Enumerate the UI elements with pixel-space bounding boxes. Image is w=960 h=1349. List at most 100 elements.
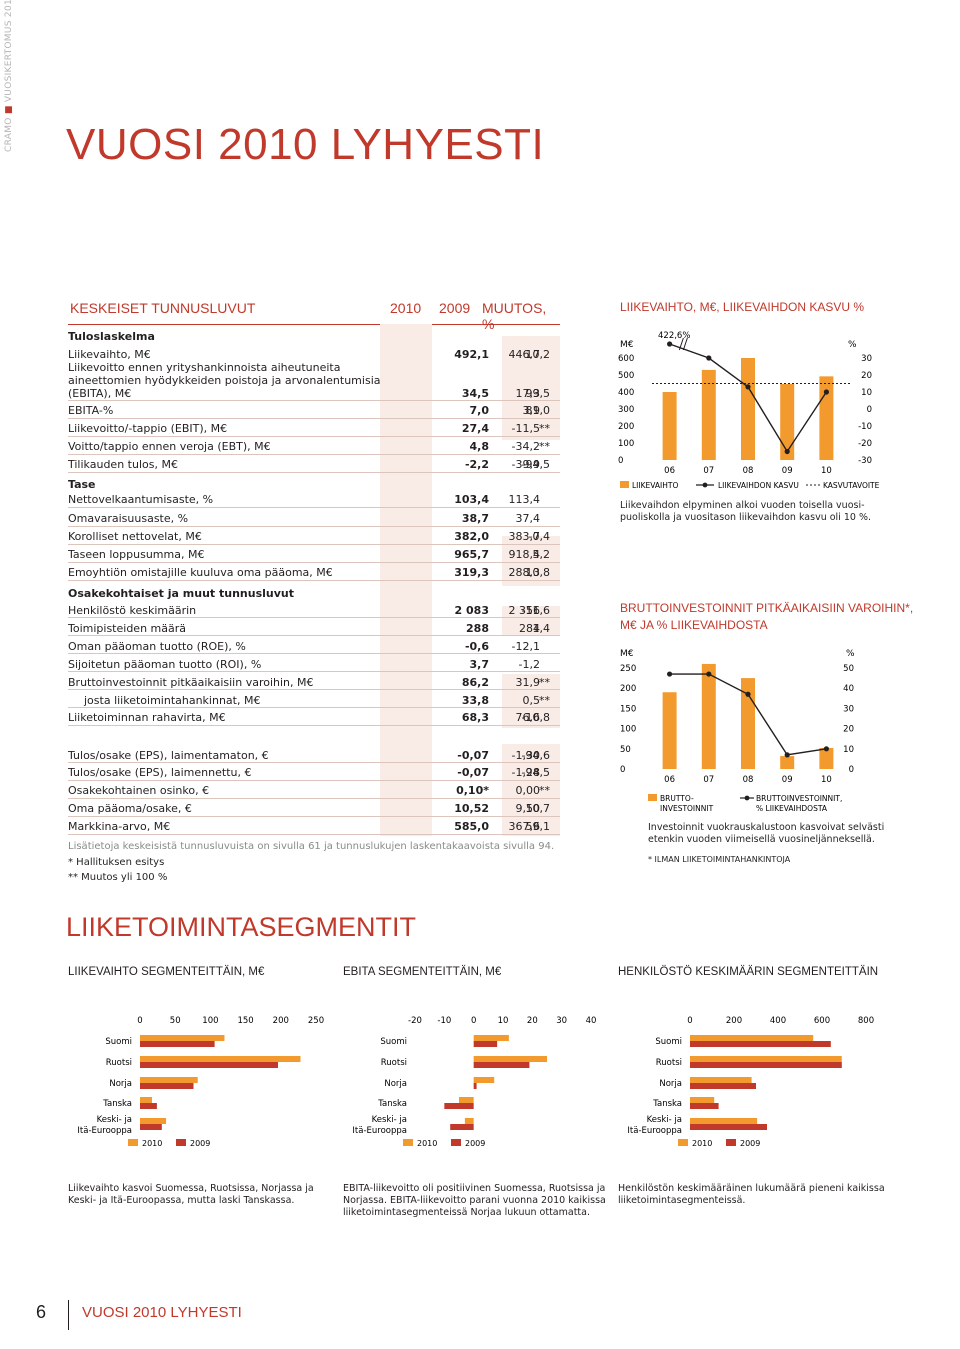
seg-bar-2010 bbox=[140, 1097, 152, 1103]
seg-bar-2009 bbox=[690, 1083, 756, 1089]
col-change-shade-4 bbox=[502, 674, 560, 728]
seg-bar-2009 bbox=[473, 1041, 498, 1047]
kpi-row-label: Oma pääoma/osake, € bbox=[68, 802, 192, 815]
seg-bar-2009 bbox=[473, 1062, 530, 1068]
kpi-value-change: 10,2 bbox=[525, 348, 551, 361]
kpi-row-label: Osakekohtainen osinko, € bbox=[68, 784, 210, 797]
kpi-row-label: Sijoitetun pääoman tuotto (ROI), % bbox=[68, 658, 262, 671]
seg-x-tick: 600 bbox=[814, 1016, 830, 1026]
seg1-caption-line2: Keski- ja Itä-Euroopassa, mutta laski Ta… bbox=[68, 1195, 295, 1206]
seg-x-tick: 250 bbox=[308, 1016, 324, 1026]
seg-category-label: Itä-Eurooppa bbox=[627, 1126, 682, 1136]
seg-x-tick: 200 bbox=[726, 1016, 742, 1026]
seg-bar-2010 bbox=[473, 1056, 547, 1062]
seg2-caption-line1: EBITA-liikevoitto oli positiivinen Suome… bbox=[343, 1183, 606, 1194]
kpi-value-2009: -12,1 bbox=[511, 640, 540, 653]
seg-bar-2009 bbox=[690, 1062, 842, 1068]
kpi-value-2009: 284 bbox=[519, 622, 540, 635]
seg-bar-2010 bbox=[464, 1118, 474, 1124]
kpi-value-change: ** bbox=[539, 440, 550, 453]
chart2-right-tick: 10 bbox=[843, 745, 854, 755]
chart2-x-tick: 07 bbox=[703, 775, 714, 785]
kpi-col-change: MUUTOS, % bbox=[482, 300, 547, 332]
seg-category-label: Norja bbox=[109, 1079, 132, 1089]
kpi-value-change: 99,5 bbox=[525, 387, 551, 400]
kpi-col-2010: 2010 bbox=[390, 300, 422, 316]
kpi-value-2009: 367,6 bbox=[508, 820, 541, 833]
row-separator bbox=[68, 816, 560, 817]
chart2-left-tick: 250 bbox=[620, 664, 636, 674]
chart2-legend-line-1: BRUTTOINVESTOINNIT, bbox=[756, 794, 842, 803]
kpi-value-change: -10,8 bbox=[521, 711, 550, 724]
row-separator bbox=[68, 689, 560, 690]
kpi-row-label: Bruttoinvestoinnit pitkäaikaisiin varoih… bbox=[68, 676, 314, 689]
kpi-footnote-1: * Hallituksen esitys bbox=[68, 857, 165, 868]
kpi-row-label: Liiketoiminnan rahavirta, M€ bbox=[68, 711, 226, 724]
chart1-bar bbox=[662, 392, 677, 460]
seg-category-label: Itä-Eurooppa bbox=[77, 1126, 132, 1136]
seg-x-tick: 50 bbox=[170, 1016, 181, 1026]
kpi-row-label: Korolliset nettovelat, M€ bbox=[68, 530, 202, 543]
chart2-left-tick: 50 bbox=[620, 745, 631, 755]
chart1-right-tick: 20 bbox=[861, 371, 872, 381]
chart2-left-unit: M€ bbox=[620, 649, 634, 659]
section-osakekohtaiset: Osakekohtaiset ja muut tunnusluvut bbox=[68, 587, 294, 600]
seg-bar-2009 bbox=[140, 1083, 194, 1089]
chart2-footnote: * ILMAN LIIKETOIMINTAHANKINTOJA bbox=[648, 855, 791, 864]
chart1-right-tick: 0 bbox=[867, 405, 872, 415]
seg-category-label: Itä-Eurooppa bbox=[352, 1126, 407, 1136]
kpi-value-change: 59,1 bbox=[525, 820, 551, 833]
row-separator bbox=[68, 507, 560, 508]
kpi-value-2010: 965,7 bbox=[454, 548, 489, 561]
kpi-row-label: Toimipisteiden määrä bbox=[68, 622, 186, 635]
section-tuloslaskelma: Tuloslaskelma bbox=[68, 330, 155, 343]
chart2-bar bbox=[819, 747, 834, 769]
kpi-value-2009: 918,4 bbox=[508, 548, 541, 561]
chart2-bar bbox=[701, 663, 716, 769]
seg3-caption-line2: liiketoimintasegmenteissä. bbox=[618, 1195, 746, 1206]
kpi-value-change: ** bbox=[539, 676, 550, 689]
chart2-legend-line-dot bbox=[744, 795, 750, 801]
chart2-title-line2: M€ JA % LIIKEVAIHDOSTA bbox=[620, 618, 768, 632]
kpi-footnote-info: Lisätietoja keskeisistä tunnusluvuista o… bbox=[68, 841, 555, 852]
seg-x-tick: 100 bbox=[202, 1016, 218, 1026]
seg-category-label: Keski- ja bbox=[647, 1115, 682, 1125]
seg-legend-2010-swatch bbox=[403, 1139, 413, 1146]
seg-bar-2009 bbox=[140, 1124, 162, 1130]
chart1-axis-break bbox=[678, 337, 684, 351]
kpi-value-2010: 492,1 bbox=[454, 348, 489, 361]
seg-x-tick: 200 bbox=[273, 1016, 289, 1026]
investment-chart: M€ % 0 50 100 150 200 250 0 10 20 30 40 50 06 07 08 09 10 B… bbox=[620, 649, 855, 813]
row-separator bbox=[68, 798, 560, 799]
row-separator bbox=[68, 562, 560, 563]
kpi-value-2009: 0,5 bbox=[522, 694, 541, 707]
seg-bar-2010 bbox=[690, 1035, 814, 1041]
kpi-value-2010: 2 083 bbox=[454, 604, 489, 617]
seg-bar-2010 bbox=[140, 1035, 225, 1041]
chart2-left-tick: 100 bbox=[620, 725, 636, 735]
seg-legend-2010: 2010 bbox=[417, 1139, 437, 1148]
kpi-value-2009: 113,4 bbox=[508, 493, 541, 506]
seg-bar-2009 bbox=[690, 1103, 719, 1109]
chart1-caption-line1: Liikevaihdon elpyminen alkoi vuoden tois… bbox=[620, 500, 865, 511]
chart1-bar bbox=[701, 369, 716, 460]
seg1-caption: Liikevaihto kasvoi Suomessa, Ruotsissa, … bbox=[68, 1183, 314, 1207]
row-separator bbox=[68, 762, 560, 763]
kpi-value-2009: 2 356 bbox=[508, 604, 541, 617]
segment-ebita-chart: -20 -10 0 10 20 30 40 Suomi Ruotsi Norja Tanska Kes… bbox=[352, 1016, 596, 1148]
chart1-right-tick: 30 bbox=[861, 354, 872, 364]
chart1-growth-point bbox=[706, 355, 712, 361]
seg-x-tick: -20 bbox=[408, 1016, 422, 1026]
chart2-pct-point bbox=[667, 671, 673, 677]
kpi-col-2009: 2009 bbox=[439, 300, 471, 316]
kpi-row-label: Voitto/tappio ennen veroja (EBT), M€ bbox=[68, 440, 271, 453]
chart2-pct-point bbox=[706, 671, 712, 677]
seg-bar-2010 bbox=[473, 1077, 495, 1083]
kpi-row-label: (EBITA), M€ bbox=[68, 387, 132, 400]
chart2-x-tick: 08 bbox=[743, 775, 754, 785]
row-separator bbox=[68, 400, 560, 401]
revenue-chart: M€ % 0 100 200 300 400 500 600 -30 -20 -10 0 10 20 30 06… bbox=[618, 331, 880, 490]
chart1-left-tick: 600 bbox=[618, 354, 634, 364]
chart1-legend-line-dot bbox=[702, 482, 708, 488]
chart2-right-tick: 40 bbox=[843, 684, 854, 694]
